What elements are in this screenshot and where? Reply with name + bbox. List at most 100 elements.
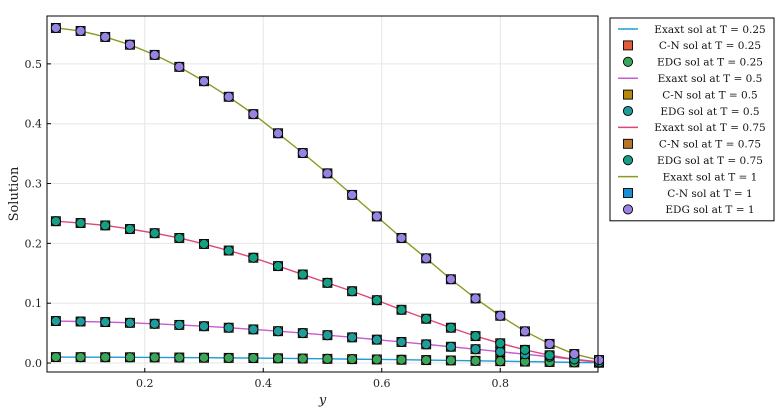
data-point-circle xyxy=(198,76,210,87)
legend-label: EDG sol at T = 1 xyxy=(665,204,754,216)
data-point-circle xyxy=(519,326,530,337)
legend-box xyxy=(609,17,775,222)
data-point-circle xyxy=(371,295,382,306)
legend: Exaxt sol at T = 0.25 C-N sol at T = 0.25… xyxy=(609,17,775,222)
data-point-circle xyxy=(75,316,86,327)
legend-square-symbol xyxy=(623,89,633,100)
series-circles xyxy=(50,22,605,366)
data-point-circle xyxy=(347,286,358,297)
data-point-circle xyxy=(124,223,135,235)
x-tick-label: 0.4 xyxy=(255,377,273,390)
data-point-circle xyxy=(248,353,259,364)
data-point-circle xyxy=(421,313,432,324)
data-point-circle xyxy=(100,352,111,363)
data-point-circle xyxy=(273,128,284,139)
data-point-circle xyxy=(347,354,358,365)
data-point-circle xyxy=(174,61,185,72)
data-point-circle xyxy=(396,232,407,244)
data-point-circle xyxy=(495,346,506,357)
data-point-circle xyxy=(371,334,382,345)
legend-circle-symbol xyxy=(622,155,634,166)
data-point-circle xyxy=(174,319,185,330)
series-circles xyxy=(50,315,605,367)
legend-label: Exaxt sol at T = 0.75 xyxy=(654,122,765,134)
legend-label: C-N sol at T = 1 xyxy=(667,188,753,200)
data-point-circle xyxy=(75,352,86,363)
data-point-circle xyxy=(495,356,506,367)
data-point-circle xyxy=(75,217,86,229)
data-point-circle xyxy=(174,352,185,363)
data-point-circle xyxy=(223,245,234,256)
data-point-circle xyxy=(396,336,407,348)
series-circles xyxy=(50,352,605,368)
data-point-circle xyxy=(322,168,333,179)
data-point-circle xyxy=(50,352,61,363)
series-squares xyxy=(50,23,604,365)
y-tick-label: 0.1 xyxy=(25,297,43,310)
data-point-circle xyxy=(470,355,481,366)
legend-square-symbol xyxy=(623,40,633,51)
y-tick-label: 0.5 xyxy=(25,58,43,71)
data-point-circle xyxy=(297,147,308,159)
legend-label: EDG sol at T = 0.25 xyxy=(657,57,763,69)
legend-label: C-N sol at T = 0.25 xyxy=(659,40,761,52)
data-point-circle xyxy=(445,355,456,366)
data-point-circle xyxy=(347,189,358,200)
data-point-circle xyxy=(470,344,481,355)
data-point-circle xyxy=(248,252,259,263)
data-point-circle xyxy=(124,317,135,328)
data-point-circle xyxy=(569,349,580,360)
legend-label: C-N sol at T = 0.5 xyxy=(662,89,758,101)
data-point-circle xyxy=(495,338,506,349)
legend-label: Exaxt sol at T = 1 xyxy=(663,171,758,183)
data-point-circle xyxy=(322,353,333,364)
data-point-circle xyxy=(421,339,432,350)
data-point-circle xyxy=(297,269,308,280)
data-point-circle xyxy=(544,350,555,361)
data-point-circle xyxy=(223,322,234,333)
data-point-circle xyxy=(470,331,481,342)
data-point-circle xyxy=(149,352,160,363)
data-point-circle xyxy=(273,353,284,364)
data-point-circle xyxy=(396,354,407,365)
x-tick-label: 0.2 xyxy=(136,377,154,390)
data-point-circle xyxy=(421,355,432,366)
data-point-circle xyxy=(322,277,333,288)
data-point-circle xyxy=(75,25,86,37)
legend-square-symbol xyxy=(623,138,633,149)
data-point-circle xyxy=(124,352,135,363)
y-axis: 0.0 0.1 0.2 0.3 0.4 0.5 xyxy=(25,58,51,370)
legend-label: C-N sol at T = 0.75 xyxy=(659,139,761,151)
data-point-circle xyxy=(445,274,456,285)
data-point-circle xyxy=(495,310,506,321)
y-tick-label: 0.4 xyxy=(25,118,43,131)
data-point-circle xyxy=(198,352,210,363)
data-point-circle xyxy=(50,315,61,327)
legend-label: Exaxt sol at T = 0.5 xyxy=(658,73,763,85)
plot-area xyxy=(50,22,605,368)
y-axis-label: Solution xyxy=(7,166,22,221)
line-layer xyxy=(55,27,600,364)
data-point-circle xyxy=(544,338,555,349)
data-point-circle xyxy=(100,220,111,231)
data-point-circle xyxy=(445,341,456,352)
legend-circle-symbol xyxy=(622,105,634,117)
data-point-circle xyxy=(100,316,111,328)
data-point-circle xyxy=(519,344,530,355)
data-point-circle xyxy=(248,324,259,335)
series-line xyxy=(55,220,600,364)
data-point-circle xyxy=(322,330,333,341)
data-point-circle xyxy=(421,253,432,264)
legend-label: Exaxt sol at T = 0.25 xyxy=(654,24,765,36)
data-point-circle xyxy=(347,332,358,343)
data-point-circle xyxy=(149,318,160,329)
data-point-circle xyxy=(124,39,135,50)
data-point-circle xyxy=(198,238,210,250)
data-point-circle xyxy=(273,261,284,272)
x-tick-label: 0.8 xyxy=(491,377,509,390)
data-point-circle xyxy=(297,353,308,364)
data-point-circle xyxy=(470,293,481,304)
data-point-circle xyxy=(445,322,456,333)
data-point-circle xyxy=(174,232,185,244)
